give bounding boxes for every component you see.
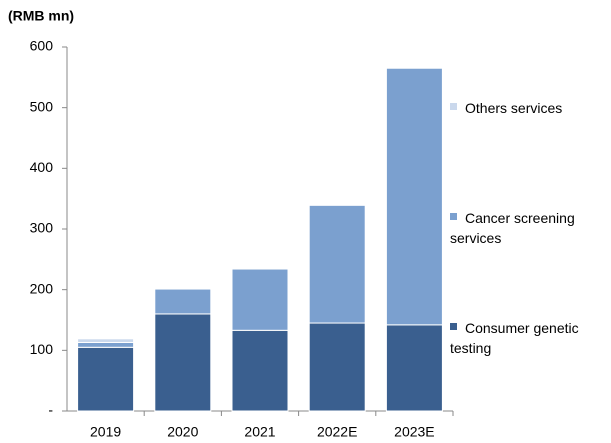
bar-segment — [154, 313, 212, 412]
bar-segment — [231, 329, 289, 412]
x-tick-label: 2021 — [244, 424, 275, 440]
bar-segment — [77, 346, 135, 412]
bar-segment — [308, 322, 366, 412]
legend-item: Cancer screening services — [450, 208, 600, 248]
x-tick-label: 2023E — [394, 424, 434, 440]
y-tick-label: 500 — [30, 98, 54, 114]
bar-segment — [77, 341, 135, 348]
chart-title: (RMB mn) — [8, 8, 74, 24]
y-tick-label: 600 — [30, 38, 54, 54]
bar-segment — [154, 288, 212, 315]
y-tick-label: 400 — [30, 159, 54, 175]
y-tick-label: - — [48, 402, 53, 418]
legend-swatch — [450, 323, 457, 330]
x-tick-label: 2020 — [167, 424, 198, 440]
bar-segment — [77, 338, 135, 343]
bar-segment — [231, 268, 289, 331]
bar-segment — [385, 324, 443, 412]
legend-label: Others services — [465, 100, 563, 116]
legend-item: Consumer genetic testing — [450, 318, 600, 358]
bar-segment — [385, 67, 443, 326]
y-tick-label: 300 — [30, 220, 54, 236]
x-tick-label: 2022E — [317, 424, 357, 440]
legend-swatch — [450, 103, 457, 110]
x-tick-label: 2019 — [90, 424, 121, 440]
legend-swatch — [450, 213, 457, 220]
y-tick-label: 100 — [30, 341, 54, 357]
legend-label: Consumer genetic testing — [450, 320, 579, 356]
legend-label: Cancer screening services — [450, 210, 575, 246]
bar-segment — [308, 204, 366, 324]
legend-item: Others services — [450, 98, 600, 118]
y-tick-label: 200 — [30, 280, 54, 296]
